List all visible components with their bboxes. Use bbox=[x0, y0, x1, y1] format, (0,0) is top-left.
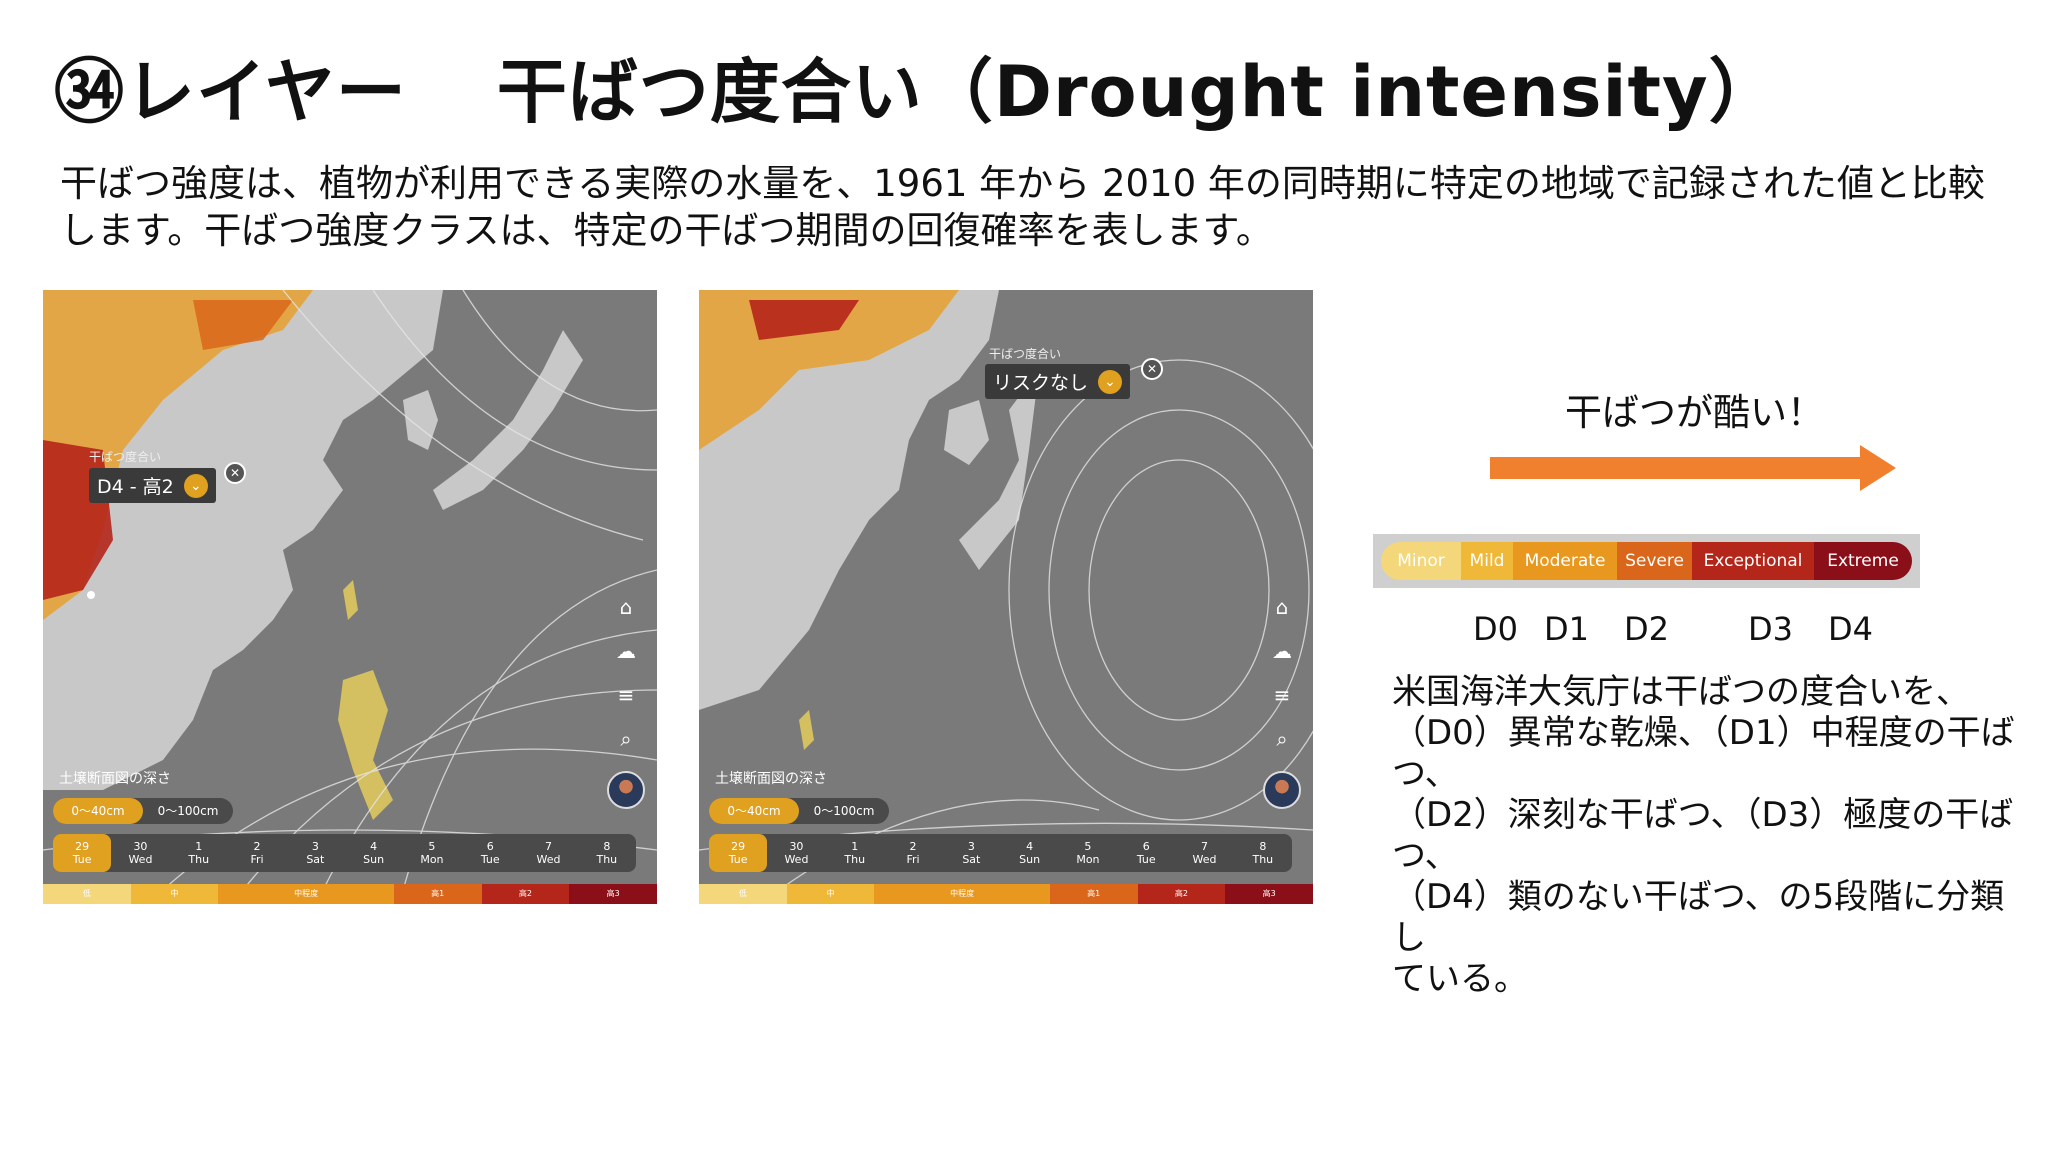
day-item[interactable]: 8 Thu bbox=[1252, 840, 1274, 866]
map-screenshot-right: 干ばつ度合い リスクなし ⌄ ✕ ⌂ ☁ ≡ ⌕ 土壌断面図の深さ 0〜40cm… bbox=[699, 290, 1313, 904]
day-item[interactable]: 4 Sun bbox=[1019, 840, 1041, 866]
soil-option-100[interactable]: 0〜100cm bbox=[813, 804, 875, 818]
chip-title: 干ばつ度合い bbox=[89, 450, 162, 464]
day-item[interactable]: 8 Thu bbox=[596, 840, 618, 866]
noaa-note: 米国海洋大気庁は干ばつの度合いを、 （D0）異常な乾燥、（D1）中程度の干ばつ、… bbox=[1392, 672, 2032, 1000]
soil-option-100[interactable]: 0〜100cm bbox=[157, 804, 219, 818]
home-icon[interactable]: ⌂ bbox=[1275, 595, 1289, 619]
map-side-toolbar: ⌂ ☁ ≡ ⌕ bbox=[607, 595, 645, 809]
slide-title: ㉞レイヤー 干ばつ度合い（Drought intensity） bbox=[54, 36, 1780, 137]
soil-depth-label: 土壌断面図の深さ bbox=[715, 771, 827, 787]
map-right-graphic bbox=[699, 290, 1313, 904]
note-line: （D0）異常な乾燥、（D1）中程度の干ばつ、 bbox=[1392, 713, 2015, 794]
soil-option-40[interactable]: 0〜40cm bbox=[709, 798, 799, 824]
legend-swatch: 高1 bbox=[393, 884, 482, 904]
map-side-toolbar: ⌂ ☁ ≡ ⌕ bbox=[1263, 595, 1301, 809]
d-label: D0 bbox=[1473, 610, 1518, 648]
weather-icon[interactable]: ☁ bbox=[1272, 639, 1292, 663]
close-icon[interactable]: ✕ bbox=[224, 462, 246, 484]
scale-minor: Minor bbox=[1381, 542, 1461, 580]
layer-select-right[interactable]: リスクなし ⌄ bbox=[985, 364, 1131, 399]
day-item[interactable]: 2 Fri bbox=[906, 840, 920, 866]
note-line: （D2）深刻な干ばつ、（D3）極度の干ばつ、 bbox=[1392, 795, 2014, 876]
day-item[interactable]: 29 Tue bbox=[53, 834, 112, 872]
day-item[interactable]: 5 Mon bbox=[420, 840, 444, 866]
description: 干ばつ強度は、植物が利用できる実際の水量を、1961 年から 2010 年の同時… bbox=[60, 162, 1985, 252]
day-item[interactable]: 7 Wed bbox=[1192, 840, 1217, 866]
legend-swatch: 低 bbox=[699, 884, 787, 904]
legend-swatch: 中 bbox=[130, 884, 219, 904]
d-label: D3 bbox=[1748, 610, 1793, 648]
arrow-right-icon bbox=[1490, 445, 1896, 491]
day-item[interactable]: 7 Wed bbox=[536, 840, 561, 866]
menu-icon[interactable]: ≡ bbox=[617, 683, 635, 707]
home-icon[interactable]: ⌂ bbox=[619, 595, 633, 619]
layer-value: D4 - 高2 bbox=[97, 476, 174, 498]
map-legend-bar: 低 中 中程度 高1 高2 高3 bbox=[699, 884, 1313, 904]
day-item[interactable]: 1 Thu bbox=[188, 840, 210, 866]
day-item[interactable]: 29 Tue bbox=[709, 834, 768, 872]
day-item[interactable]: 1 Thu bbox=[844, 840, 866, 866]
legend-swatch: 低 bbox=[43, 884, 131, 904]
map-legend-bar: 低 中 中程度 高1 高2 高3 bbox=[43, 884, 657, 904]
day-selector[interactable]: 29 Tue 30 Wed 1 Thu 2 Fri 3 Sat 4 Sun 5 Mon 6 Tu… bbox=[709, 834, 1292, 872]
search-icon[interactable]: ⌕ bbox=[620, 727, 632, 751]
day-item[interactable]: 3 Sat bbox=[306, 840, 325, 866]
title-main: ㉞レイヤー bbox=[54, 51, 407, 133]
map-screenshot-left: 干ばつ度合い D4 - 高2 ⌄ ✕ ⌂ ☁ ≡ ⌕ 土壌断面図の深さ 0〜40… bbox=[43, 290, 657, 904]
day-item[interactable]: 30 Wed bbox=[784, 840, 809, 866]
legend-swatch: 高1 bbox=[1049, 884, 1138, 904]
d-label: D4 bbox=[1828, 610, 1873, 648]
note-line: ている。 bbox=[1392, 959, 1528, 999]
soil-depth-toggle[interactable]: 0〜40cm 0〜100cm bbox=[709, 798, 889, 824]
title-sub: 干ばつ度合い（Drought intensity） bbox=[496, 51, 1780, 133]
scale-severe: Severe bbox=[1617, 542, 1692, 580]
close-icon[interactable]: ✕ bbox=[1141, 358, 1163, 380]
avatar[interactable] bbox=[607, 771, 645, 809]
legend-swatch: 中程度 bbox=[874, 884, 1050, 904]
day-selector[interactable]: 29 Tue 30 Wed 1 Thu 2 Fri 3 Sat 4 Sun 5 Mon 6 Tu… bbox=[53, 834, 636, 872]
soil-depth-label: 土壌断面図の深さ bbox=[59, 771, 171, 787]
search-icon[interactable]: ⌕ bbox=[1276, 727, 1288, 751]
d-label: D2 bbox=[1624, 610, 1669, 648]
weather-icon[interactable]: ☁ bbox=[616, 639, 636, 663]
soil-depth-toggle[interactable]: 0〜40cm 0〜100cm bbox=[53, 798, 233, 824]
menu-icon[interactable]: ≡ bbox=[1273, 683, 1291, 707]
layer-select-left[interactable]: D4 - 高2 ⌄ bbox=[89, 468, 216, 503]
day-item[interactable]: 30 Wed bbox=[128, 840, 153, 866]
scale-mild: Mild bbox=[1461, 542, 1513, 580]
legend-swatch: 高2 bbox=[1137, 884, 1226, 904]
scale-extreme: Extreme bbox=[1814, 542, 1912, 580]
legend-swatch: 高2 bbox=[481, 884, 570, 904]
note-line: 米国海洋大気庁は干ばつの度合いを、 bbox=[1392, 672, 1970, 712]
day-item[interactable]: 6 Tue bbox=[1136, 840, 1156, 866]
scale-exceptional: Exceptional bbox=[1692, 542, 1814, 580]
severity-warning: 干ばつが酷い！ bbox=[1565, 391, 1824, 434]
chevron-down-icon[interactable]: ⌄ bbox=[183, 473, 208, 498]
legend-swatch: 高3 bbox=[1225, 884, 1313, 904]
note-line: （D4）類のない干ばつ、の5段階に分類し bbox=[1392, 877, 2005, 958]
intensity-scale: Minor Mild Moderate Severe Exceptional E… bbox=[1373, 534, 1920, 588]
avatar[interactable] bbox=[1263, 771, 1301, 809]
scale-moderate: Moderate bbox=[1513, 542, 1617, 580]
legend-swatch: 中 bbox=[786, 884, 875, 904]
legend-swatch: 高3 bbox=[569, 884, 657, 904]
day-item[interactable]: 6 Tue bbox=[480, 840, 500, 866]
d-label: D1 bbox=[1544, 610, 1589, 648]
legend-swatch: 中程度 bbox=[218, 884, 394, 904]
day-item[interactable]: 2 Fri bbox=[250, 840, 264, 866]
soil-option-40[interactable]: 0〜40cm bbox=[53, 798, 143, 824]
day-item[interactable]: 5 Mon bbox=[1076, 840, 1100, 866]
chip-title: 干ばつ度合い bbox=[989, 347, 1062, 361]
chevron-down-icon[interactable]: ⌄ bbox=[1098, 369, 1123, 394]
layer-value: リスクなし bbox=[993, 372, 1089, 394]
day-item[interactable]: 3 Sat bbox=[962, 840, 981, 866]
day-item[interactable]: 4 Sun bbox=[363, 840, 385, 866]
